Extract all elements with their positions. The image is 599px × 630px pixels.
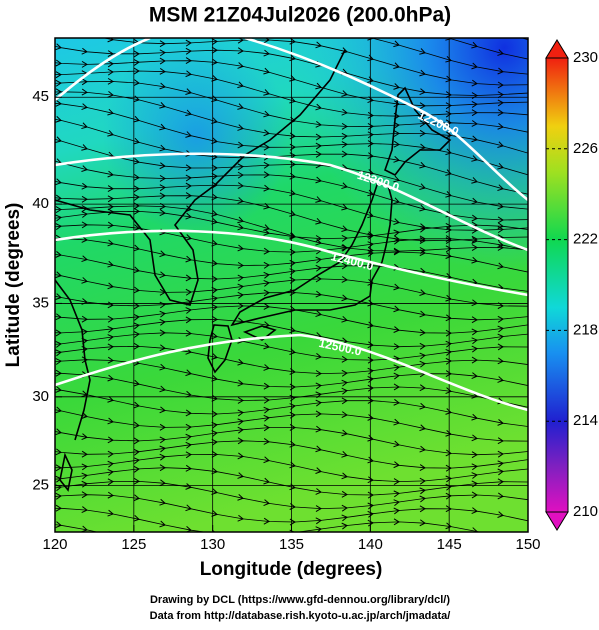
colorbar-tick-label: 210 <box>573 503 598 520</box>
taiwan <box>59 452 73 492</box>
plot-area: 12200.0 12300.0 12400.0 12500.0 <box>55 38 528 532</box>
colorbar: 210 214 218 222 226 230 <box>545 39 598 531</box>
grid <box>55 38 528 532</box>
y-tick-label: 35 <box>32 294 49 311</box>
footer: Drawing by DCL (https://www.gfd-dennou.o… <box>150 594 450 606</box>
colorbar-max-arrow <box>545 39 569 59</box>
footer: Data from http://database.rish.kyoto-u.a… <box>150 610 451 622</box>
chart-title: MSM 21Z04Jul2026 (200.0hPa) <box>149 4 451 27</box>
x-tick-label: 125 <box>121 536 146 553</box>
x-tick-label: 130 <box>200 536 225 553</box>
colorbar-tick-label: 222 <box>573 231 598 248</box>
y-tick-label: 25 <box>32 477 49 494</box>
x-tick-label: 150 <box>515 536 540 553</box>
contour-line <box>244 38 528 202</box>
y-axis-label: Latitude (degrees) <box>3 203 24 368</box>
honshu <box>230 181 393 327</box>
china-coast <box>55 279 91 441</box>
colorbar-tick-label: 218 <box>573 321 598 338</box>
y-tick-label: 45 <box>32 88 49 105</box>
colorbar-tick-label: 230 <box>573 49 598 66</box>
contour-line <box>55 38 151 101</box>
contour-line <box>55 229 528 297</box>
x-axis-label: Longitude (degrees) <box>200 559 383 580</box>
colorbar-tick-label: 226 <box>573 140 598 157</box>
x-tick-label: 135 <box>279 536 304 553</box>
colorbar-scale <box>545 57 569 513</box>
y-tick-label: 40 <box>32 195 49 212</box>
colorbar-tick-label: 214 <box>573 412 598 429</box>
contour-line <box>55 152 528 252</box>
colorbar-min-arrow <box>545 511 569 531</box>
x-tick-label: 140 <box>358 536 383 553</box>
kyushu <box>207 324 233 374</box>
x-tick-label: 145 <box>437 536 462 553</box>
contour-line <box>55 333 528 412</box>
x-tick-label: 120 <box>42 536 67 553</box>
contours <box>55 38 528 412</box>
y-tick-label: 30 <box>32 388 49 405</box>
hokkaido <box>384 86 452 177</box>
